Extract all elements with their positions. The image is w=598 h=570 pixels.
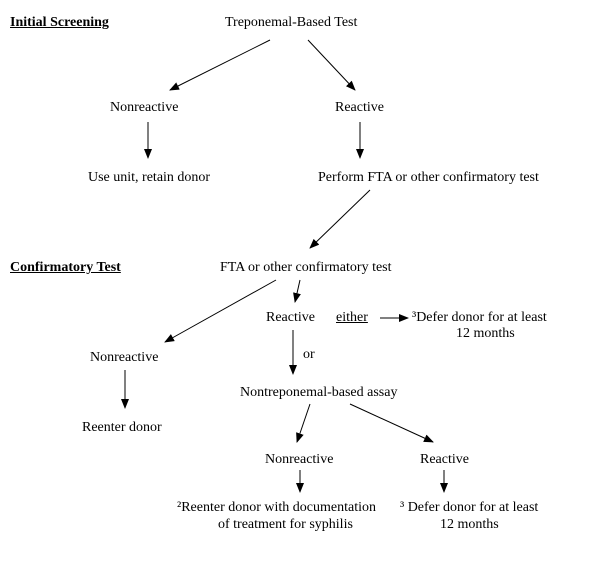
node-nonreactive2: Nonreactive xyxy=(90,350,158,366)
node-defer1b: 12 months xyxy=(456,326,515,342)
node-nonreactive3: Nonreactive xyxy=(265,452,333,468)
edge-11 xyxy=(350,404,433,442)
node-nonreactive1: Nonreactive xyxy=(110,100,178,116)
node-perform_fta: Perform FTA or other confirmatory test xyxy=(318,170,539,186)
node-reenter_doc_a: ²Reenter donor with documentation xyxy=(177,500,376,516)
flowchart-arrows xyxy=(0,0,598,570)
node-reactive1: Reactive xyxy=(335,100,384,116)
node-either: either xyxy=(336,310,368,326)
edge-1 xyxy=(308,40,355,90)
node-root: Treponemal-Based Test xyxy=(225,15,357,31)
node-defer1a: ³Defer donor for at least xyxy=(412,310,547,326)
edge-4 xyxy=(310,190,370,248)
node-reenter_doc_b: of treatment for syphilis xyxy=(218,517,353,533)
node-heading2: Confirmatory Test xyxy=(10,260,121,276)
node-reactive2: Reactive xyxy=(266,310,315,326)
edge-6 xyxy=(295,280,300,302)
edge-10 xyxy=(297,404,310,442)
node-nontreponemal: Nontreponemal-based assay xyxy=(240,385,397,401)
node-defer2b: 12 months xyxy=(440,517,499,533)
node-use_unit: Use unit, retain donor xyxy=(88,170,210,186)
node-or: or xyxy=(303,347,315,363)
edge-0 xyxy=(170,40,270,90)
node-heading1: Initial Screening xyxy=(10,15,109,31)
node-reenter_donor: Reenter donor xyxy=(82,420,162,436)
edge-5 xyxy=(165,280,276,342)
node-fta_test: FTA or other confirmatory test xyxy=(220,260,392,276)
node-defer2a: ³ Defer donor for at least xyxy=(400,500,538,516)
node-reactive3: Reactive xyxy=(420,452,469,468)
